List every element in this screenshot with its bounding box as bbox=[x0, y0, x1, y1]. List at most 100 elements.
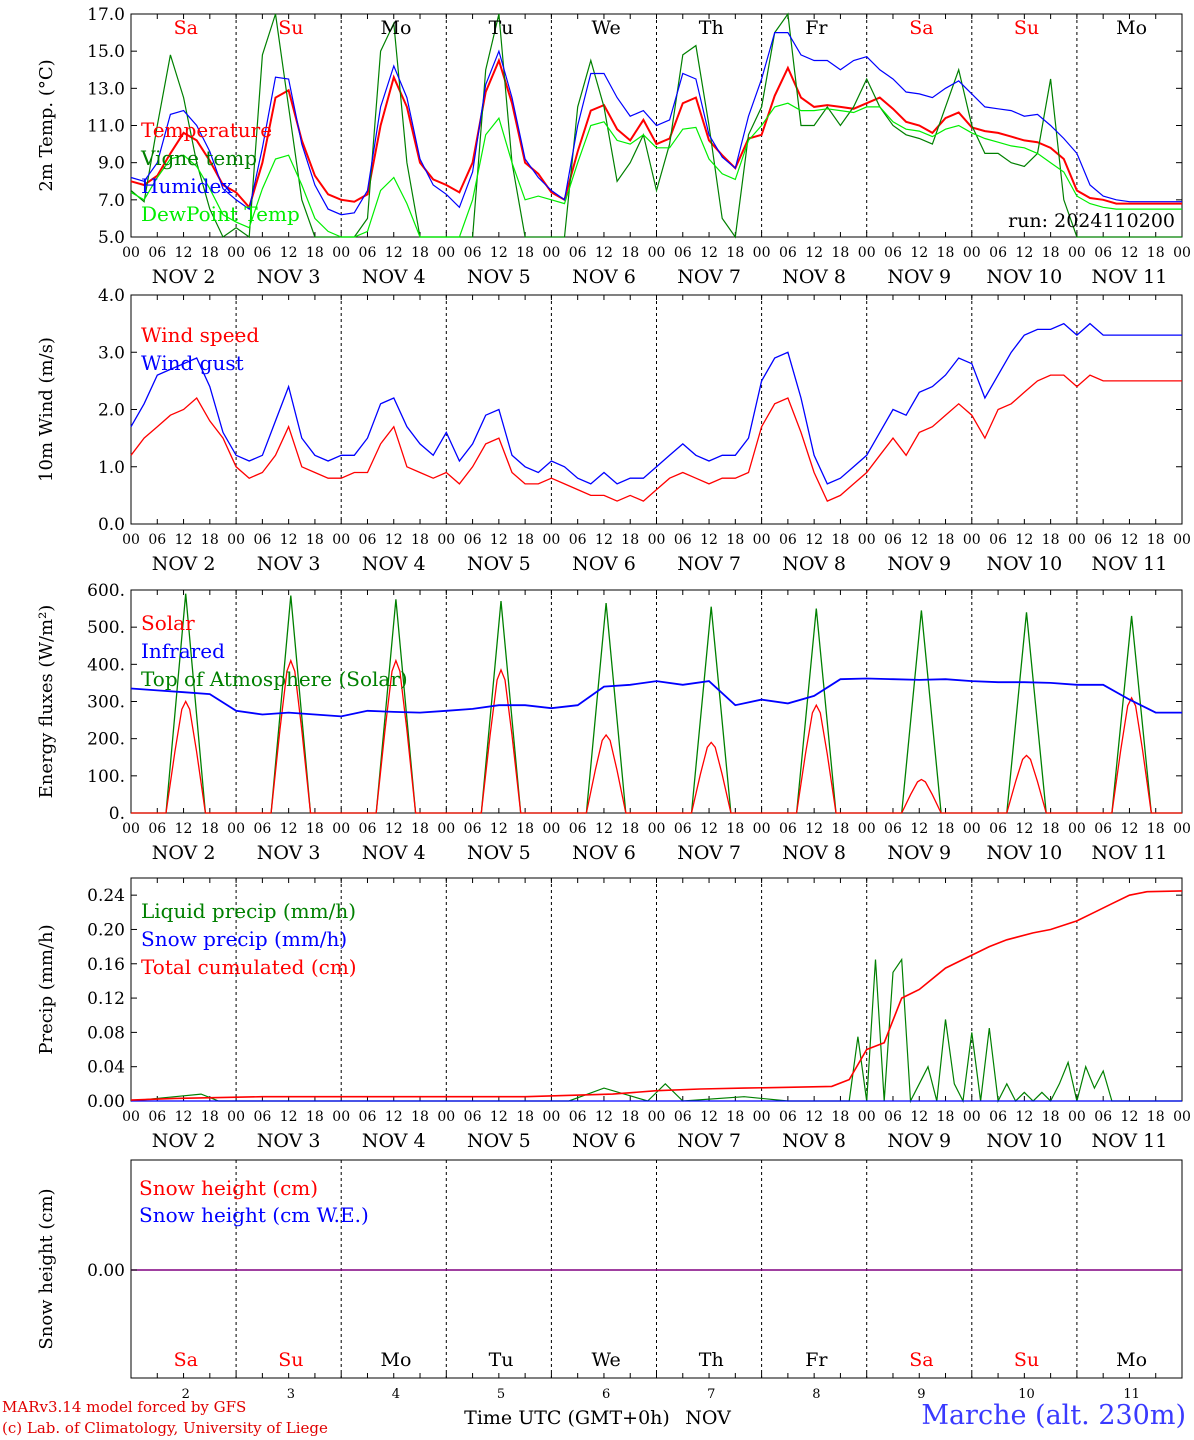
date-label: NOV 7 bbox=[677, 842, 741, 864]
hour-label: 06 bbox=[148, 821, 166, 837]
date-label: NOV 9 bbox=[887, 842, 951, 864]
date-label: NOV 8 bbox=[782, 553, 846, 575]
hour-label: 06 bbox=[569, 1109, 587, 1125]
date-label: NOV 5 bbox=[467, 842, 531, 864]
hour-label: 12 bbox=[1121, 821, 1139, 837]
hour-label: 18 bbox=[621, 245, 639, 261]
hour-label: 06 bbox=[884, 245, 902, 261]
hour-label: 00 bbox=[122, 245, 140, 261]
date-label: NOV 11 bbox=[1092, 842, 1168, 864]
hour-label: 18 bbox=[937, 245, 955, 261]
hour-label: 06 bbox=[1094, 1109, 1112, 1125]
hour-label: 18 bbox=[726, 821, 744, 837]
hour-label: 06 bbox=[253, 821, 271, 837]
y-tick-label: 17.0 bbox=[87, 5, 125, 25]
hour-label: 18 bbox=[1042, 821, 1060, 837]
date-label: NOV 8 bbox=[782, 1130, 846, 1152]
hour-label: 12 bbox=[805, 532, 823, 548]
day-number-label: 10 bbox=[1018, 1387, 1035, 1402]
y-tick-label: 0.04 bbox=[87, 1058, 125, 1078]
hour-label: 18 bbox=[1147, 1109, 1165, 1125]
hour-label: 06 bbox=[148, 532, 166, 548]
hour-label: 00 bbox=[1173, 821, 1191, 837]
date-label: NOV 6 bbox=[572, 842, 636, 864]
hour-label: 06 bbox=[148, 1109, 166, 1125]
series-line bbox=[130, 57, 1182, 210]
legend-entry: Wind gust bbox=[141, 351, 244, 375]
hour-label: 06 bbox=[674, 1109, 692, 1125]
hour-label: 18 bbox=[1147, 821, 1165, 837]
hour-label: 18 bbox=[937, 821, 955, 837]
y-tick-label: 3.0 bbox=[98, 343, 125, 363]
weekday-label-top: Sa bbox=[174, 17, 198, 39]
date-label: NOV 3 bbox=[257, 1130, 321, 1152]
weekday-label-bottom: Fr bbox=[805, 1349, 828, 1371]
hour-label: 06 bbox=[1094, 532, 1112, 548]
date-label: NOV 4 bbox=[362, 553, 426, 575]
run-annotation: run: 2024110200 bbox=[1008, 210, 1175, 232]
credit-line-2: (c) Lab. of Climatology, University of L… bbox=[2, 1419, 328, 1437]
y-tick-label: 400. bbox=[87, 655, 125, 675]
hour-label: 00 bbox=[1068, 532, 1086, 548]
hour-label: 18 bbox=[411, 821, 429, 837]
hour-label: 06 bbox=[253, 532, 271, 548]
hour-label: 18 bbox=[516, 532, 534, 548]
weekday-label-bottom: We bbox=[592, 1349, 621, 1371]
date-label: NOV 11 bbox=[1092, 553, 1168, 575]
hour-label: 06 bbox=[1094, 245, 1112, 261]
legend-entry: Vigne temp bbox=[140, 146, 257, 170]
hour-label: 00 bbox=[332, 821, 350, 837]
hour-label: 00 bbox=[963, 245, 981, 261]
hour-label: 00 bbox=[542, 532, 560, 548]
date-label: NOV 2 bbox=[152, 553, 216, 575]
hour-label: 06 bbox=[569, 532, 587, 548]
hour-label: 00 bbox=[227, 821, 245, 837]
y-tick-label: 13.0 bbox=[87, 79, 125, 99]
hour-label: 18 bbox=[832, 532, 850, 548]
hour-label: 12 bbox=[805, 245, 823, 261]
hour-label: 06 bbox=[674, 245, 692, 261]
date-label: NOV 9 bbox=[887, 553, 951, 575]
hour-label: 00 bbox=[437, 245, 455, 261]
hour-label: 12 bbox=[700, 532, 718, 548]
hour-label: 00 bbox=[1068, 821, 1086, 837]
y-tick-label: 0.00 bbox=[87, 1092, 125, 1112]
date-label: NOV 3 bbox=[257, 266, 321, 288]
y-tick-label: 0.20 bbox=[87, 920, 125, 940]
hour-label: 12 bbox=[910, 1109, 928, 1125]
date-label: NOV 9 bbox=[887, 266, 951, 288]
y-tick-label: 600. bbox=[87, 581, 125, 601]
hour-label: 06 bbox=[779, 532, 797, 548]
hour-label: 12 bbox=[385, 821, 403, 837]
y-tick-label: 0.24 bbox=[87, 886, 125, 906]
legend-entry: Infrared bbox=[141, 639, 225, 663]
hour-label: 06 bbox=[989, 821, 1007, 837]
y-tick-label: 0.0 bbox=[98, 515, 125, 535]
y-tick-label: 0. bbox=[109, 804, 125, 824]
hour-label: 18 bbox=[201, 1109, 219, 1125]
hour-label: 12 bbox=[490, 1109, 508, 1125]
date-label: NOV 6 bbox=[572, 1130, 636, 1152]
weekday-label-top: Mo bbox=[380, 17, 411, 39]
legend-entry: Wind speed bbox=[141, 323, 259, 347]
y-tick-label: 11.0 bbox=[87, 117, 125, 137]
hour-label: 18 bbox=[411, 532, 429, 548]
hour-label: 18 bbox=[1042, 1109, 1060, 1125]
hour-label: 06 bbox=[569, 821, 587, 837]
hour-label: 18 bbox=[726, 1109, 744, 1125]
series-line bbox=[130, 12, 1182, 239]
credit-line-1: MARv3.14 model forced by GFS bbox=[2, 1398, 247, 1416]
hour-label: 06 bbox=[464, 532, 482, 548]
series-line bbox=[130, 957, 1182, 1104]
y-tick-label: 5.0 bbox=[98, 228, 125, 248]
y-tick-label: 300. bbox=[87, 693, 125, 713]
hour-label: 18 bbox=[306, 821, 324, 837]
hour-label: 00 bbox=[648, 821, 666, 837]
series-line bbox=[131, 658, 1182, 814]
hour-label: 00 bbox=[648, 245, 666, 261]
hour-label: 12 bbox=[175, 532, 193, 548]
hour-label: 18 bbox=[621, 532, 639, 548]
hour-label: 18 bbox=[832, 821, 850, 837]
date-label: NOV 5 bbox=[467, 1130, 531, 1152]
